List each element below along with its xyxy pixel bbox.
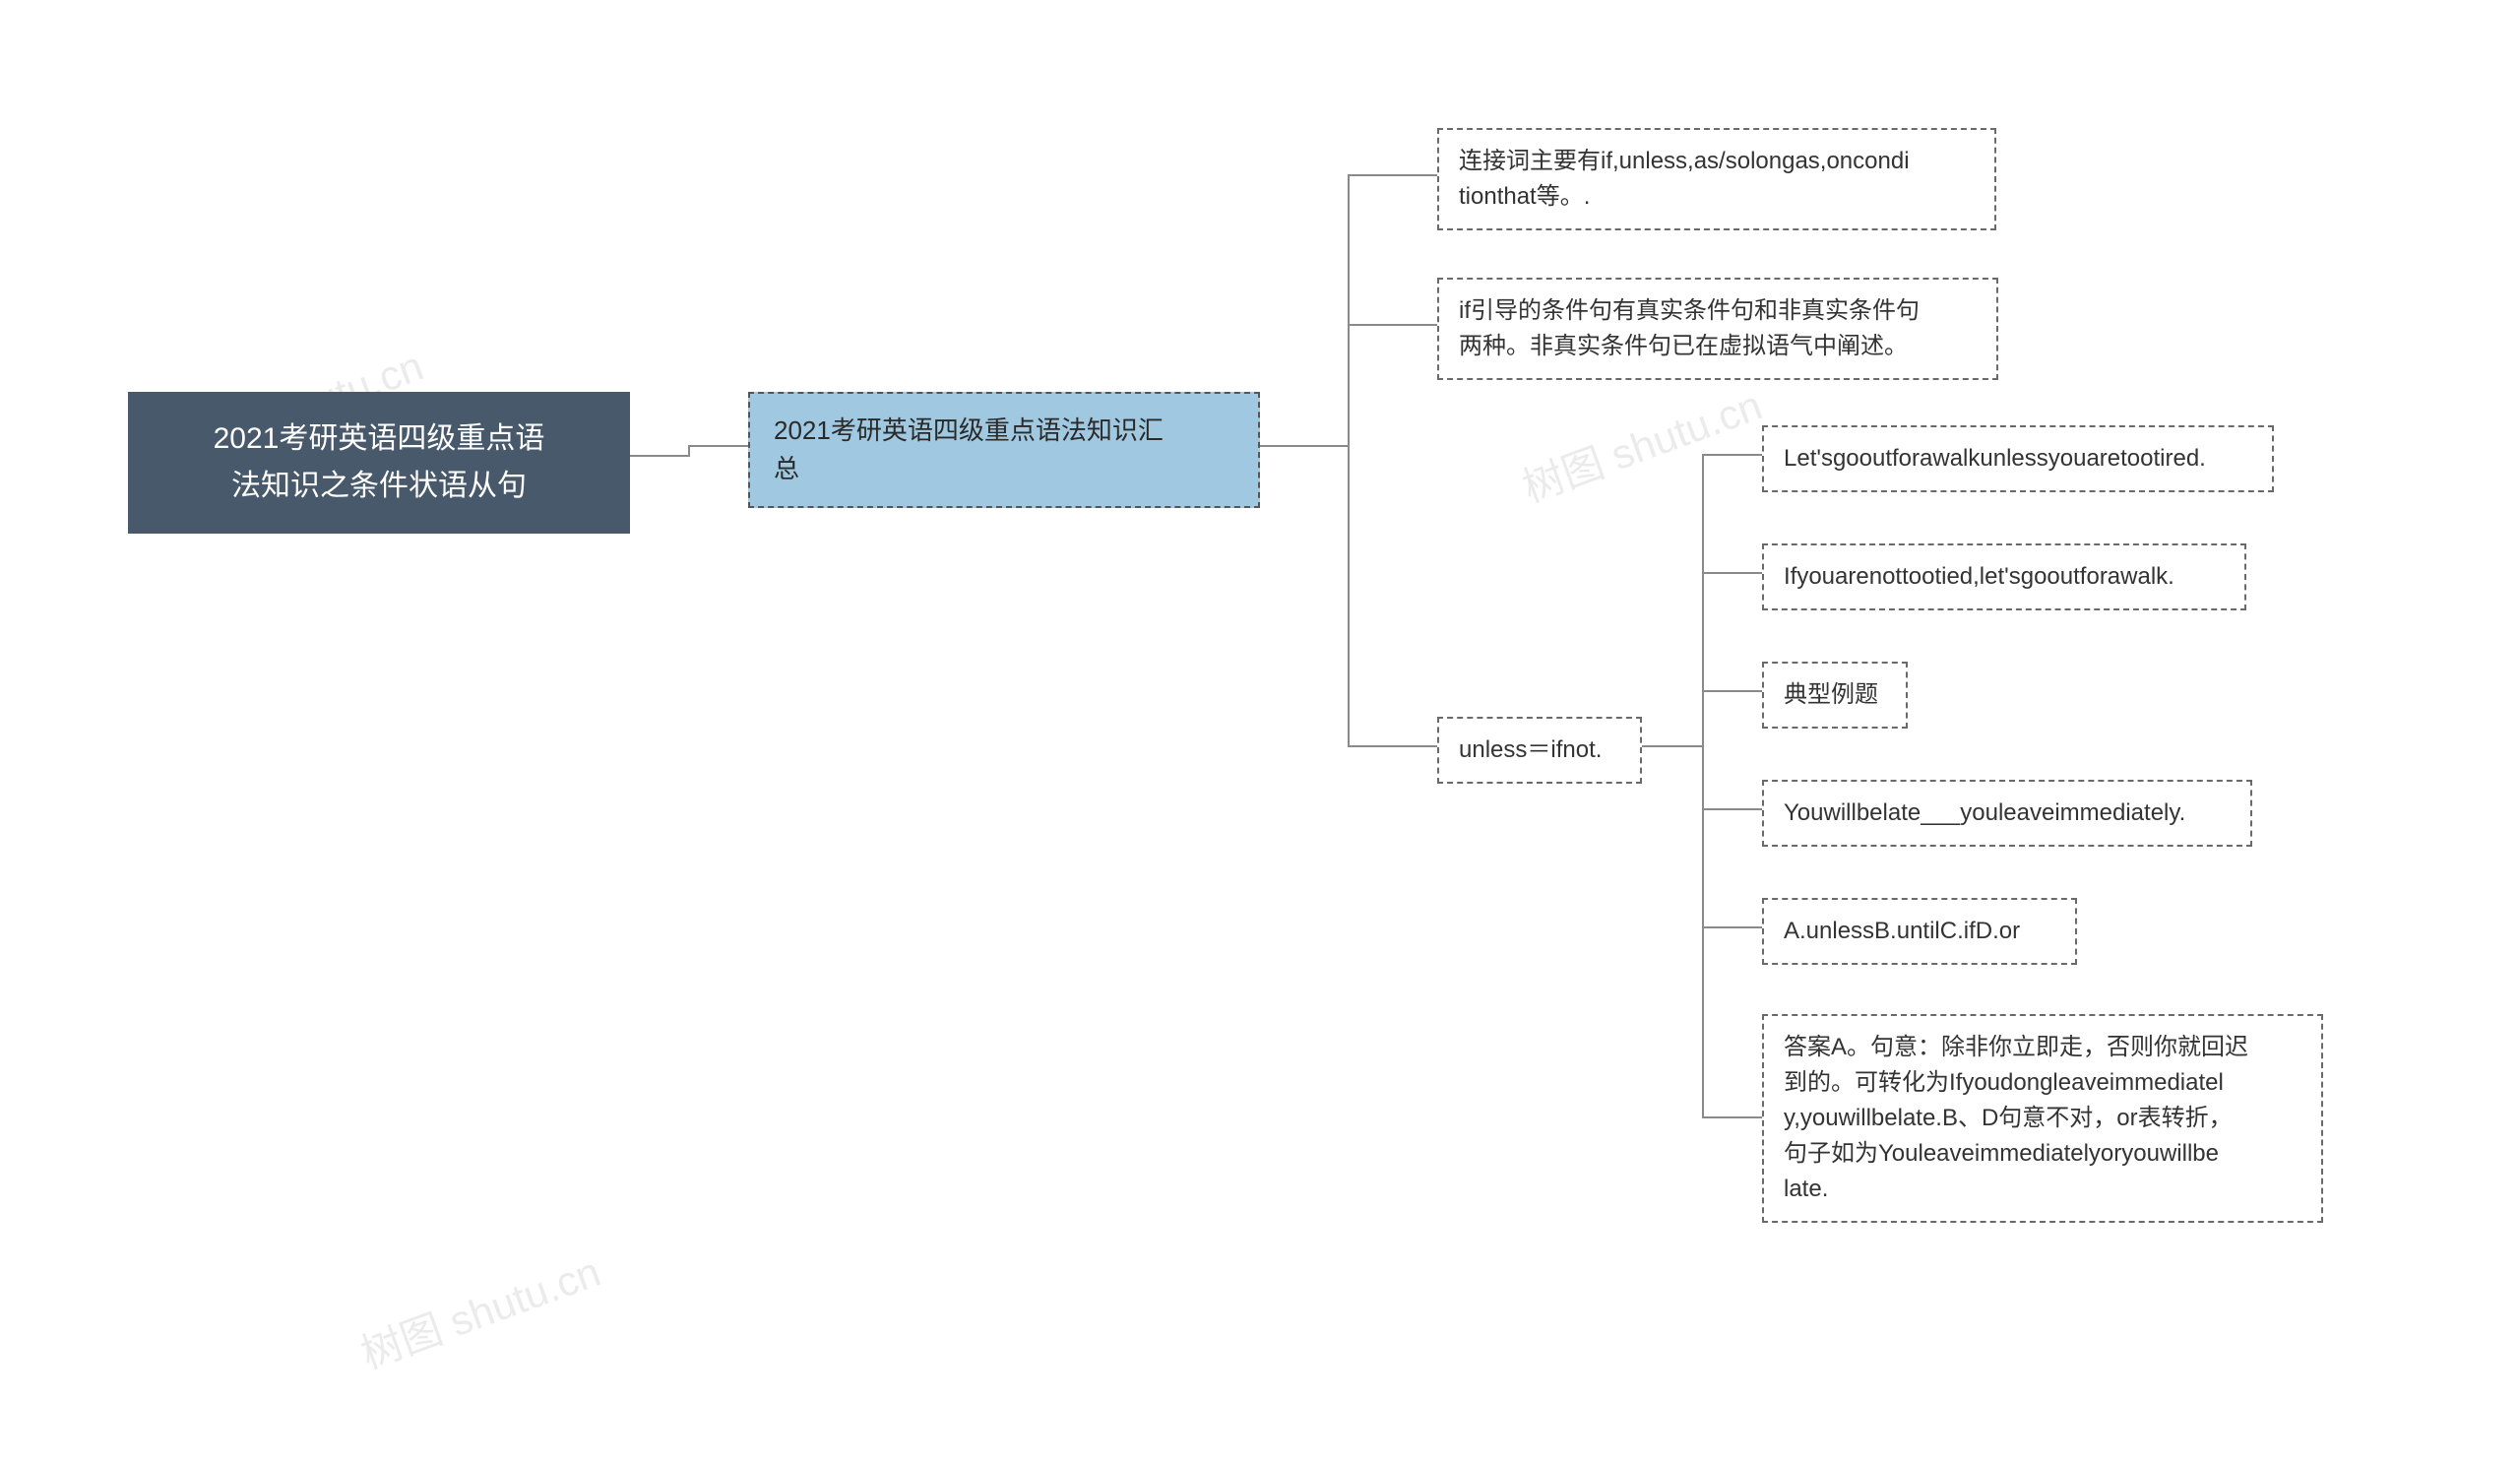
g2-text: Ifyouarenottootied,let'sgooutforawalk. (1784, 563, 2174, 590)
child1-line2: tionthat等。. (1459, 183, 1590, 210)
g6-line3: y,youwillbelate.B、D句意不对，or表转折， (1784, 1105, 2233, 1131)
child-node-1[interactable]: 连接词主要有if,unless,as/solongas,oncondi tion… (1437, 128, 1996, 230)
g6-line4: 句子如为Youleaveimmediatelyoryouwillbe (1784, 1140, 2219, 1167)
root-label-line1: 2021考研英语四级重点语 (214, 422, 545, 455)
grandchild-node-4[interactable]: Youwillbelate___youleaveimmediately. (1762, 780, 2252, 847)
grandchild-node-5[interactable]: A.unlessB.untilC.ifD.or (1762, 898, 2077, 965)
grandchild-node-3[interactable]: 典型例题 (1762, 662, 1908, 729)
level1-label-line1: 2021考研英语四级重点语法知识汇 (774, 415, 1164, 445)
child2-line2: 两种。非真实条件句已在虚拟语气中阐述。 (1459, 333, 1908, 359)
mindmap-container: 2021考研英语四级重点语 法知识之条件状语从句 2021考研英语四级重点语法知… (0, 0, 2520, 1464)
child-node-3[interactable]: unless＝ifnot. (1437, 717, 1642, 784)
connector-lines (0, 0, 2520, 1464)
g6-line5: late. (1784, 1176, 1828, 1202)
grandchild-node-2[interactable]: Ifyouarenottootied,let'sgooutforawalk. (1762, 543, 2246, 610)
g5-text: A.unlessB.untilC.ifD.or (1784, 918, 2020, 944)
root-node[interactable]: 2021考研英语四级重点语 法知识之条件状语从句 (128, 392, 630, 534)
level1-node[interactable]: 2021考研英语四级重点语法知识汇 总 (748, 392, 1260, 508)
level1-label-line2: 总 (774, 454, 799, 483)
root-label-line2: 法知识之条件状语从句 (231, 470, 527, 502)
g1-text: Let'sgooutforawalkunlessyouaretootired. (1784, 445, 2206, 472)
grandchild-node-6[interactable]: 答案A。句意：除非你立即走，否则你就回迟 到的。可转化为Ifyoudonglea… (1762, 1014, 2323, 1223)
g4-text: Youwillbelate___youleaveimmediately. (1784, 799, 2185, 826)
g6-line2: 到的。可转化为Ifyoudongleaveimmediatel (1784, 1069, 2224, 1096)
child2-line1: if引导的条件句有真实条件句和非真实条件句 (1459, 297, 1920, 324)
g6-line1: 答案A。句意：除非你立即走，否则你就回迟 (1784, 1034, 2248, 1060)
child3-text: unless＝ifnot. (1459, 736, 1602, 763)
child-node-2[interactable]: if引导的条件句有真实条件句和非真实条件句 两种。非真实条件句已在虚拟语气中阐述… (1437, 278, 1998, 380)
g3-text: 典型例题 (1784, 681, 1878, 708)
child1-line1: 连接词主要有if,unless,as/solongas,oncondi (1459, 148, 1910, 174)
grandchild-node-1[interactable]: Let'sgooutforawalkunlessyouaretootired. (1762, 425, 2274, 492)
